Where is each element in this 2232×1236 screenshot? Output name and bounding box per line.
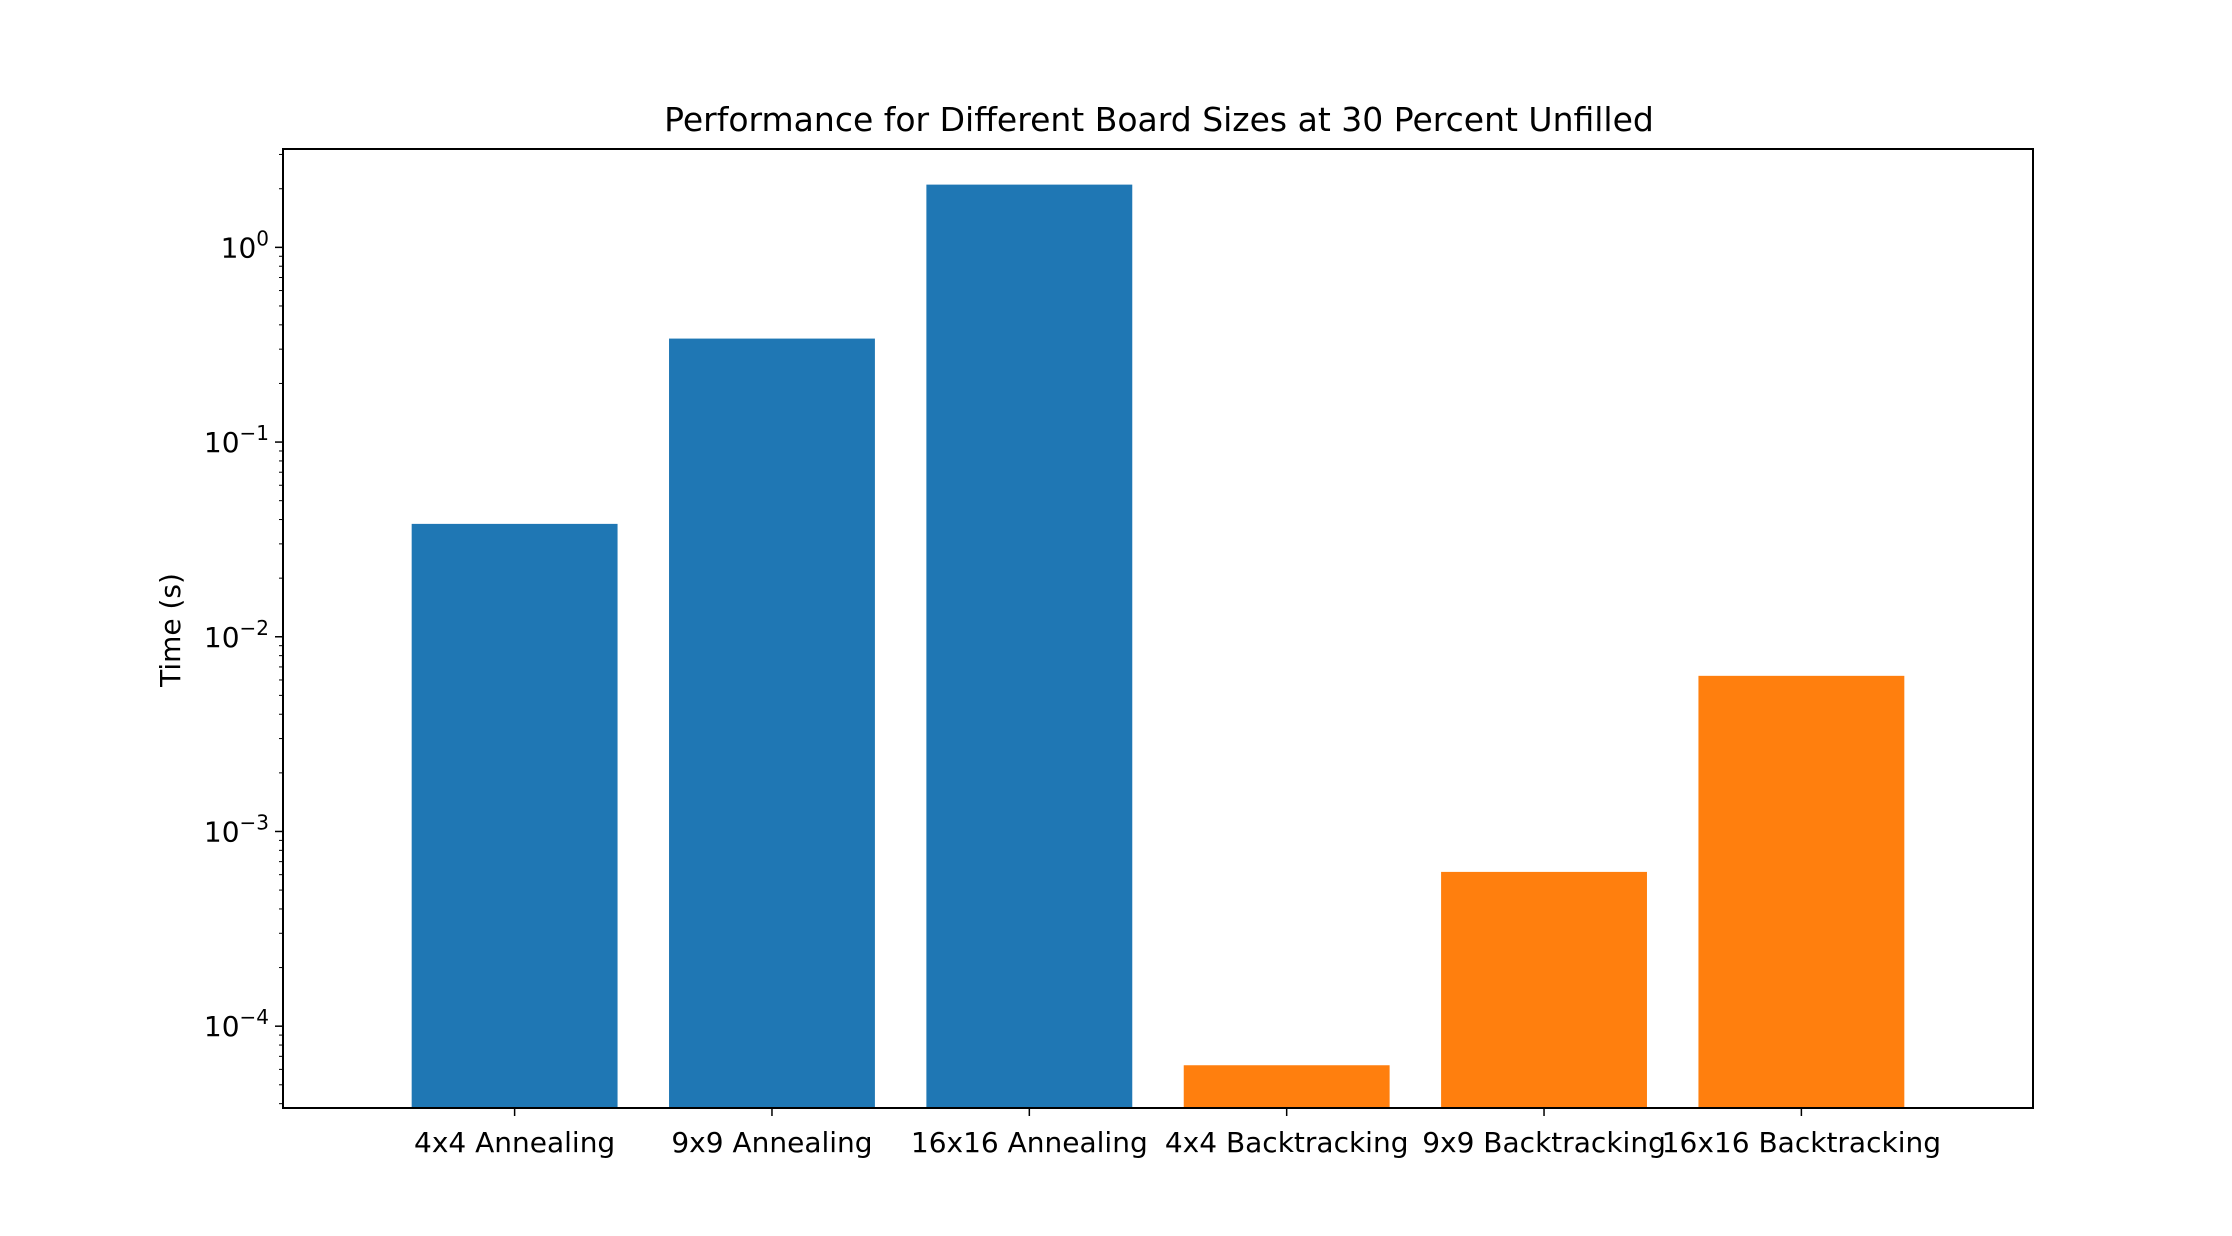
axes-frame bbox=[282, 148, 2034, 1109]
x-tick-label: 9x9 Annealing bbox=[671, 1126, 872, 1159]
chart-title: Performance for Different Board Sizes at… bbox=[664, 100, 1654, 139]
bar bbox=[926, 184, 1133, 1108]
x-tick-label: 16x16 Backtracking bbox=[1662, 1126, 1941, 1159]
y-tick-label: 100 bbox=[221, 226, 269, 264]
bar bbox=[1698, 675, 1905, 1108]
bar bbox=[1183, 1065, 1390, 1108]
y-tick-label: 10−2 bbox=[204, 616, 269, 654]
y-tick-label: 10−4 bbox=[204, 1005, 269, 1043]
x-tick-label: 9x9 Backtracking bbox=[1422, 1126, 1666, 1159]
x-tick-label: 4x4 Backtracking bbox=[1165, 1126, 1409, 1159]
bar bbox=[1441, 871, 1647, 1108]
x-tick-label: 4x4 Annealing bbox=[414, 1126, 615, 1159]
y-tick-label: 10−3 bbox=[204, 810, 269, 848]
bar bbox=[411, 523, 618, 1108]
y-axis-label: Time (s) bbox=[154, 573, 187, 688]
plot-area: 4x4 Annealing 9x9 Annealing 16x16 Annealin… bbox=[204, 148, 2034, 1159]
y-tick-label: 10−1 bbox=[204, 421, 269, 459]
x-tick-label: 16x16 Annealing bbox=[911, 1126, 1148, 1159]
bar bbox=[669, 338, 875, 1108]
